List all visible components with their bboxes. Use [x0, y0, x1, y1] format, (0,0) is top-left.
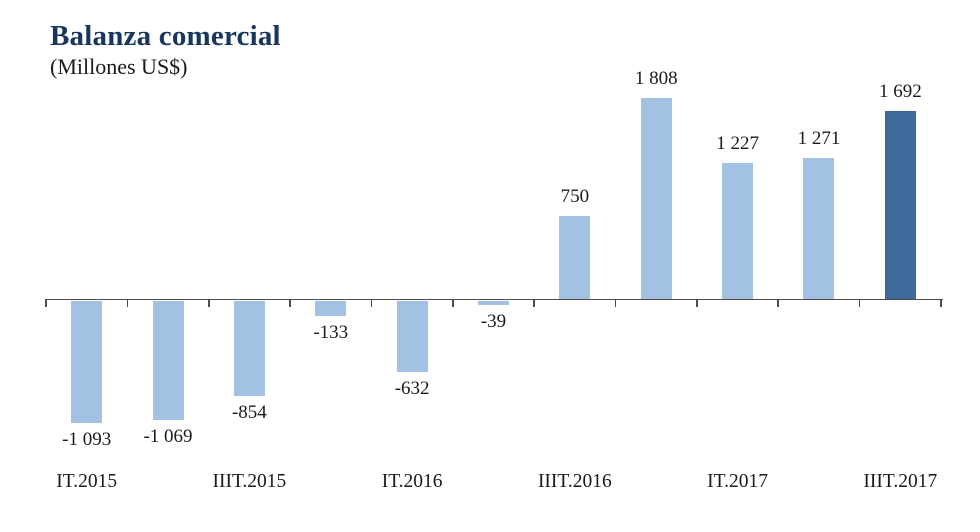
bar-value-label: 1 271: [797, 128, 841, 150]
x-axis-label: IT.2016: [381, 471, 443, 492]
x-axis-tick: [533, 300, 535, 307]
bar-IIIT.2017: [884, 111, 916, 300]
bar-IVT.2015: [315, 301, 347, 316]
bar-IIIT.2015: [233, 301, 265, 397]
x-axis-tick: [207, 300, 210, 307]
bar-IT.2016: [396, 301, 428, 372]
bar-IIIT.2016: [559, 216, 591, 300]
x-axis-tick: [940, 300, 942, 307]
bar-value-label: -133: [313, 321, 349, 343]
x-axis-tick: [452, 300, 454, 307]
x-axis-line: [45, 298, 943, 301]
x-axis-tick: [45, 300, 47, 307]
x-axis-label: IT.2015: [56, 471, 118, 492]
x-axis-tick: [858, 300, 861, 307]
x-axis-tick: [614, 300, 617, 307]
x-axis-label: IIIT.2015: [212, 471, 287, 492]
x-axis-tick: [696, 300, 698, 307]
x-axis-label: IT.2017: [707, 471, 768, 492]
bar-IIT.2016: [478, 301, 509, 306]
bar-IVT.2016: [640, 98, 672, 300]
x-axis-tick: [777, 300, 780, 307]
bar-value-label: -1 093: [62, 429, 112, 451]
chart-subtitle: (Millones US$): [50, 54, 188, 79]
bar-value-label: -632: [394, 377, 430, 399]
x-axis-tick: [289, 300, 291, 307]
bar-IT.2015: [71, 301, 103, 424]
x-axis-tick: [370, 300, 373, 307]
bar-IIT.2015: [152, 301, 184, 421]
bar-value-label: 1 808: [634, 68, 678, 90]
x-axis-label: IIIT.2016: [537, 471, 612, 492]
bar-IIT.2017: [803, 158, 835, 300]
x-axis-tick: [126, 300, 129, 307]
x-axis-label: IIIT.2017: [863, 471, 938, 492]
bar-value-label: -39: [480, 311, 507, 333]
bar-value-label: -854: [231, 402, 267, 424]
bar-value-label: -1 069: [143, 426, 193, 448]
chart-title: Balanza comercial: [50, 20, 281, 52]
bar-value-label: 1 692: [878, 81, 922, 102]
bar-value-label: 1 227: [716, 132, 759, 154]
bar-IT.2017: [722, 162, 754, 300]
bar-value-label: 750: [560, 186, 590, 208]
